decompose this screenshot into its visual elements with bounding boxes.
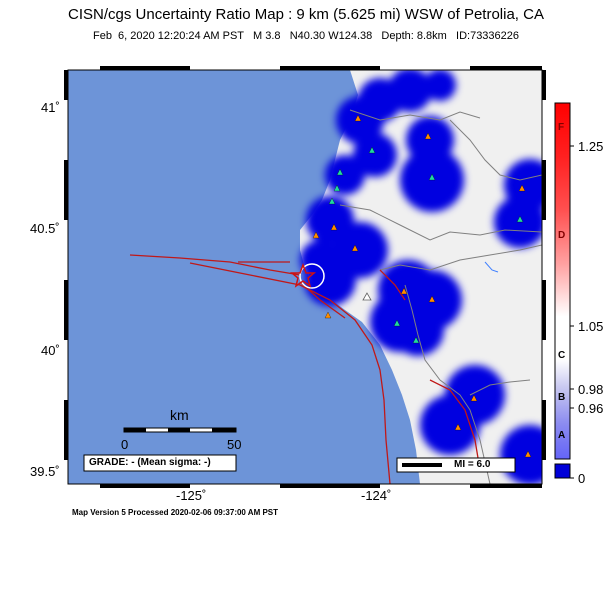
colorbar-zero-swatch	[554, 463, 571, 479]
event-info: Feb 6, 2020 12:20:24 AM PST M 3.8 N40.30…	[0, 30, 612, 42]
epicenter-ring	[299, 263, 325, 289]
colorbar-letter-c: C	[558, 350, 566, 361]
x-label-minus125: -125˚	[176, 488, 207, 503]
y-label-39-5: 39.5˚	[30, 464, 60, 479]
epicenter-star	[289, 262, 317, 288]
scale-unit: km	[170, 407, 189, 423]
scale-end: 50	[227, 437, 242, 452]
colorbar-letter-f: F	[558, 122, 565, 133]
colorbar-ticks	[570, 145, 574, 479]
y-label-40: 40˚	[41, 343, 60, 358]
frame-ticks	[64, 66, 546, 488]
grade-text: GRADE: - (Mean sigma: -)	[89, 457, 211, 468]
event-depth: Depth: 8.8km	[381, 30, 447, 42]
y-label-41: 41˚	[41, 100, 60, 115]
faults	[129, 254, 481, 484]
stations-orange	[312, 114, 532, 458]
map-title: CISN/cgs Uncertainty Ratio Map : 9 km (5…	[68, 6, 544, 23]
colorbar	[554, 102, 571, 460]
event-coordinates: N40.30 W124.38	[289, 30, 373, 42]
event-id: ID:73336226	[456, 30, 520, 42]
station-white	[362, 292, 372, 301]
map-version-footer: Map Version 5 Processed 2020-02-06 09:37…	[72, 508, 279, 517]
event-date: Feb 6, 2020 12:20:24 AM PST	[92, 30, 244, 42]
river	[484, 261, 499, 273]
colorbar-letter-b: B	[558, 392, 566, 403]
colorbar-tick-1-25: 1.25	[578, 139, 604, 154]
colorbar-letter-d: D	[558, 230, 566, 241]
mi-legend-text: MI = 6.0	[454, 459, 491, 470]
mi-legend-box	[396, 457, 516, 473]
colorbar-tick-0-96: 0.96	[578, 401, 604, 416]
event-magnitude: M 3.8	[253, 30, 281, 42]
grade-box	[83, 454, 237, 472]
scale-bar	[123, 427, 237, 433]
scale-start: 0	[121, 437, 129, 452]
colorbar-letter-a: A	[558, 430, 566, 441]
county-borders	[339, 109, 542, 484]
x-label-minus124: -124˚	[361, 488, 392, 503]
stations-green	[328, 146, 524, 344]
uncertainty-regions	[300, 70, 542, 484]
colorbar-tick-0-98: 0.98	[578, 382, 604, 397]
colorbar-tick-1-05: 1.05	[578, 319, 604, 334]
colorbar-tick-0: 0	[578, 471, 586, 486]
y-label-40-5: 40.5˚	[30, 221, 60, 236]
